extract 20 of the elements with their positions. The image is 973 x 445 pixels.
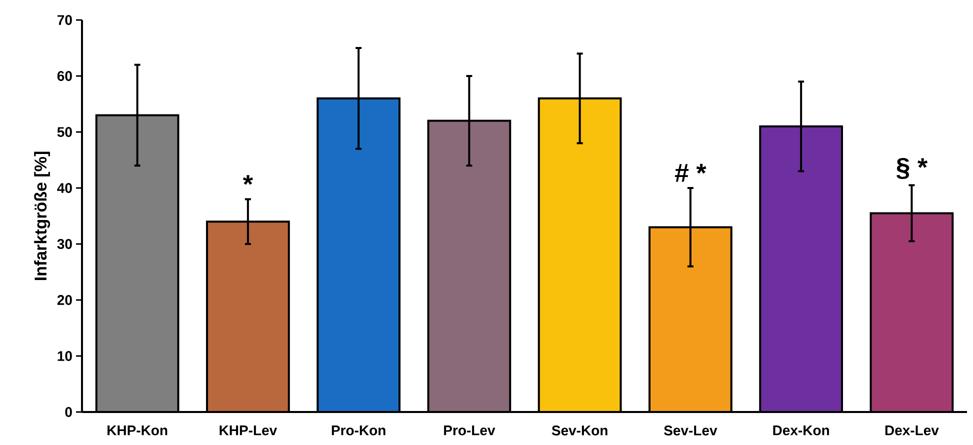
annotation: # * [674, 164, 706, 182]
x-tick-label: Dex-Kon [773, 426, 829, 436]
annotation: * [242, 175, 253, 185]
x-tick-label: KHP-Kon [108, 426, 168, 436]
y-tick-label: 40 [57, 183, 72, 193]
y-tick-label: 70 [57, 15, 72, 25]
y-tick-label: 60 [57, 71, 72, 81]
y-tick-label: 0 [65, 407, 72, 417]
x-tick-label: KHP-Lev [220, 426, 278, 436]
annotation: § * [896, 158, 928, 179]
y-tick-label: 20 [57, 295, 72, 305]
x-tick-label: Dex-Lev [885, 426, 939, 436]
y-axis-title: Infarktgröße [%] [34, 152, 50, 280]
x-tick-label: Pro-Kon [332, 426, 386, 436]
x-tick-label: Pro-Lev [444, 426, 496, 436]
x-tick-label: Sev-Kon [552, 426, 608, 436]
y-tick-label: 10 [58, 351, 72, 361]
y-tick-label: 50 [57, 127, 72, 137]
y-tick-label: 30 [57, 239, 72, 249]
x-tick-label: Sev-Lev [664, 426, 718, 436]
